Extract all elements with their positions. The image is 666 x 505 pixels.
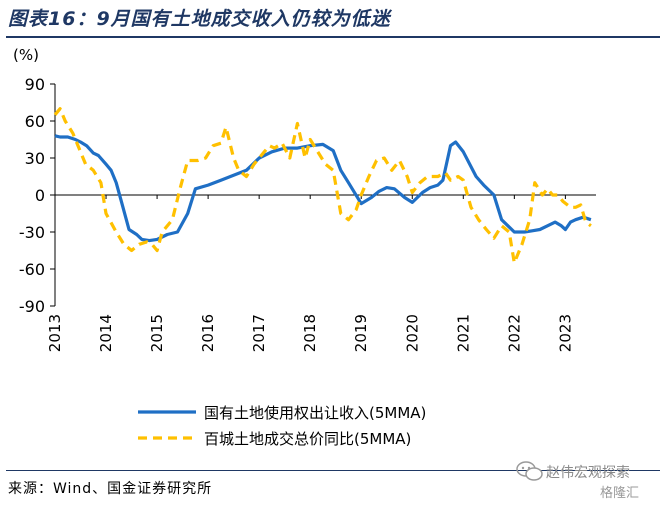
y-tick-label: 0 xyxy=(35,186,45,205)
y-tick-label: -30 xyxy=(19,223,45,242)
chart-legend: 国有土地使用权出让收入(5MMA) 百城土地成交总价同比(5MMA) xyxy=(138,404,426,448)
watermark: 赵伟宏观探索 格隆汇 xyxy=(516,460,662,502)
y-tick-label: 30 xyxy=(25,149,45,168)
x-tick-label: 2019 xyxy=(352,314,370,352)
watermark-text: 赵伟宏观探索 xyxy=(546,465,630,481)
x-tick-label: 2021 xyxy=(454,314,472,352)
watermark-text-secondary: 格隆汇 xyxy=(600,486,640,501)
x-tick-label: 2013 xyxy=(46,314,64,352)
x-tick-label: 2016 xyxy=(199,314,217,352)
legend-label: 百城土地成交总价同比(5MMA) xyxy=(204,430,411,448)
chart-axes: (%) -90 -60 -30 0 30 60 90 2013 2014 2015 2016 2017 2… xyxy=(13,46,596,352)
x-tick-label: 2023 xyxy=(556,314,574,352)
series-line-2 xyxy=(53,107,592,265)
y-tick-label: -90 xyxy=(19,297,45,316)
chart-series xyxy=(53,107,592,265)
source-divider xyxy=(6,470,660,471)
chart-title: 图表16：9月国有土地成交收入仍较为低迷 xyxy=(8,8,391,30)
title-divider xyxy=(6,36,660,38)
y-tick-label: 90 xyxy=(25,75,45,94)
y-tick-label: 60 xyxy=(25,112,45,131)
y-unit-label: (%) xyxy=(13,46,39,64)
x-tick-label: 2015 xyxy=(148,314,166,352)
x-tick-label: 2014 xyxy=(97,314,115,352)
source-note: 来源：Wind、国金证券研究所 xyxy=(8,481,213,497)
series-line-1 xyxy=(54,134,592,243)
x-tick-label: 2020 xyxy=(403,314,421,352)
y-tick-label: -60 xyxy=(19,260,45,279)
line-chart: (%) -90 -60 -30 0 30 60 90 2013 2014 2015 2016 2017 2… xyxy=(13,46,596,448)
x-tick-label: 2017 xyxy=(250,314,268,352)
x-tick-label: 2022 xyxy=(505,314,523,352)
legend-label: 国有土地使用权出让收入(5MMA) xyxy=(204,404,426,422)
wechat-icon xyxy=(516,461,543,481)
x-tick-label: 2018 xyxy=(301,314,319,352)
